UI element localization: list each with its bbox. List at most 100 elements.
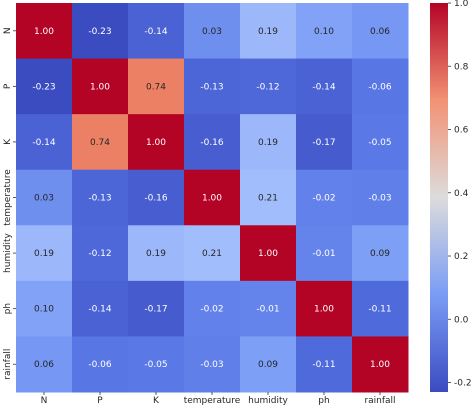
heatmap-cell: [72, 336, 129, 393]
heatmap-cell: [240, 114, 297, 171]
y-tick-label: humidity: [3, 233, 13, 273]
heatmap-cell: [16, 280, 73, 337]
heatmap-cell-value: -0.14: [32, 138, 56, 148]
heatmap-cell-value: 0.74: [90, 138, 110, 148]
heatmap-cells: [16, 3, 409, 393]
heatmap-cell-value: -0.14: [144, 27, 168, 37]
heatmap-cell-value: 1.00: [34, 27, 54, 37]
heatmap-cell-value: -0.05: [368, 138, 391, 148]
heatmap-cell-value: -0.05: [144, 360, 167, 370]
x-tick-label: humidity: [248, 396, 288, 406]
y-tick-label: temperature: [3, 169, 13, 226]
heatmap-cell: [240, 169, 297, 226]
x-tick-label: N: [41, 396, 48, 406]
heatmap-cell: [296, 336, 353, 393]
heatmap-cell-value: -0.16: [144, 194, 168, 204]
heatmap-cell: [240, 225, 297, 282]
heatmap-cell-value: 0.19: [146, 249, 166, 259]
heatmap-cell: [128, 58, 185, 115]
heatmap-cell: [296, 280, 353, 337]
heatmap-cell: [296, 225, 353, 282]
heatmap-cell: [16, 336, 73, 393]
heatmap-cell-value: -0.02: [200, 305, 223, 315]
heatmap-cell-value: 0.03: [202, 27, 222, 37]
heatmap-cell: [296, 3, 353, 60]
heatmap-cell-value: 0.10: [34, 305, 54, 315]
heatmap-cell: [352, 169, 409, 226]
heatmap-cell-value: -0.14: [312, 82, 336, 92]
heatmap-cell-value: 0.10: [314, 27, 334, 37]
heatmap-cell-value: -0.11: [312, 360, 335, 370]
heatmap-cell: [240, 58, 297, 115]
heatmap-cell: [16, 58, 73, 115]
heatmap-cell-value: -0.16: [200, 138, 224, 148]
heatmap-cell: [184, 280, 241, 337]
heatmap-cell: [184, 169, 241, 226]
heatmap-cell: [128, 3, 185, 60]
heatmap-cell-value: 1.00: [146, 138, 166, 148]
colorbar-tick-label: -0.2: [454, 379, 472, 389]
heatmap-cell-value: -0.23: [32, 82, 55, 92]
heatmap-cell: [352, 336, 409, 393]
colorbar-tick-label: 0.8: [454, 62, 469, 72]
x-tick-label: P: [97, 396, 103, 406]
heatmap-cell-value: -0.02: [312, 194, 335, 204]
heatmap-cell: [128, 169, 185, 226]
heatmap-cell-value: -0.23: [88, 27, 111, 37]
heatmap-cell-value: 0.03: [34, 194, 54, 204]
y-tick-label: P: [3, 83, 13, 89]
heatmap-cell-value: 0.21: [258, 194, 278, 204]
heatmap-cell-value: 1.00: [370, 360, 390, 370]
heatmap-cell-labels: 1.00 -0.23 -0.14 0.03 0.19 0.10 0.06 -0.23 1.00 0…: [32, 27, 392, 370]
heatmap-cell: [240, 336, 297, 393]
x-tick-label: temperature: [184, 396, 241, 406]
heatmap-cell-value: 0.21: [202, 249, 222, 259]
colorbar-gradient: [430, 3, 448, 392]
x-tick-label: K: [153, 396, 160, 406]
heatmap-cell: [352, 225, 409, 282]
heatmap-cell-value: -0.06: [368, 82, 392, 92]
heatmap-cell: [352, 280, 409, 337]
heatmap-cell: [184, 3, 241, 60]
y-tick-label: K: [3, 138, 13, 145]
heatmap-cell: [128, 114, 185, 171]
heatmap-cell-value: -0.03: [368, 194, 391, 204]
heatmap-cell-value: 1.00: [258, 249, 278, 259]
heatmap-cell-value: 0.09: [370, 249, 390, 259]
heatmap-cell-value: 0.19: [258, 27, 278, 37]
y-tick-label: ph: [3, 303, 13, 314]
heatmap-cell-value: 1.00: [202, 194, 222, 204]
colorbar-tick-label: 1.0: [454, 0, 469, 9]
heatmap-cell: [16, 114, 73, 171]
heatmap-cell-value: -0.11: [368, 305, 391, 315]
heatmap-cell: [184, 225, 241, 282]
heatmap-cell-value: 0.74: [146, 82, 166, 92]
heatmap-cell: [16, 169, 73, 226]
colorbar-tick-label: 0.2: [454, 252, 468, 262]
heatmap-cell: [128, 225, 185, 282]
heatmap-cell-value: 0.19: [34, 249, 54, 259]
heatmap-cell: [72, 3, 129, 60]
heatmap-cell: [16, 225, 73, 282]
heatmap-cell: [296, 58, 353, 115]
heatmap-cell-value: 1.00: [90, 82, 110, 92]
heatmap-cell-value: -0.13: [88, 194, 111, 204]
heatmap-cell: [72, 58, 129, 115]
heatmap-cell-value: -0.14: [88, 305, 112, 315]
heatmap-cell: [184, 336, 241, 393]
heatmap-cell: [240, 280, 297, 337]
heatmap-cell-value: -0.01: [312, 249, 335, 259]
heatmap-cell-value: 0.19: [258, 138, 278, 148]
heatmap-cell: [72, 114, 129, 171]
heatmap-cell: [184, 114, 241, 171]
heatmap-cell: [240, 3, 297, 60]
y-tick-label: N: [3, 27, 13, 34]
heatmap-cell: [128, 280, 185, 337]
x-tick-label: rainfall: [364, 396, 395, 406]
heatmap-cell-value: -0.01: [256, 305, 279, 315]
heatmap-cell-value: -0.12: [88, 249, 111, 259]
heatmap-cell-value: 1.00: [314, 305, 334, 315]
